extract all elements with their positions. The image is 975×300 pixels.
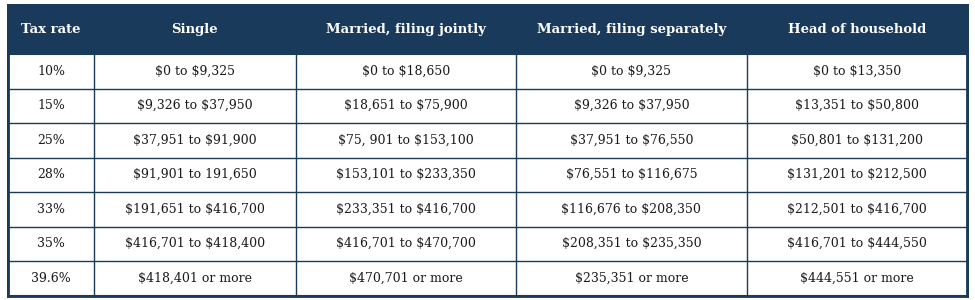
Text: \$0 to \$13,350: \$0 to \$13,350 <box>813 65 901 78</box>
Text: \$50,801 to \$131,200: \$50,801 to \$131,200 <box>791 134 923 147</box>
Text: \$76,551 to \$116,675: \$76,551 to \$116,675 <box>566 168 697 181</box>
Text: \$416,701 to \$470,700: \$416,701 to \$470,700 <box>336 237 476 250</box>
Text: 33%: 33% <box>37 203 65 216</box>
Text: \$91,901 to 191,650: \$91,901 to 191,650 <box>133 168 256 181</box>
Bar <box>8 261 967 296</box>
Text: \$470,701 or more: \$470,701 or more <box>349 272 463 285</box>
Text: Single: Single <box>172 23 218 36</box>
Text: \$416,701 to \$444,550: \$416,701 to \$444,550 <box>787 237 927 250</box>
Bar <box>8 54 967 88</box>
Text: \$191,651 to \$416,700: \$191,651 to \$416,700 <box>125 203 265 216</box>
Text: 25%: 25% <box>37 134 65 147</box>
Text: \$444,551 or more: \$444,551 or more <box>800 272 914 285</box>
Text: \$9,326 to \$37,950: \$9,326 to \$37,950 <box>137 99 253 112</box>
Text: \$13,351 to \$50,800: \$13,351 to \$50,800 <box>795 99 918 112</box>
Text: 28%: 28% <box>37 168 65 181</box>
Text: Married, filing separately: Married, filing separately <box>536 23 726 36</box>
Bar <box>8 4 967 54</box>
Text: \$418,401 or more: \$418,401 or more <box>137 272 252 285</box>
Text: \$153,101 to \$233,350: \$153,101 to \$233,350 <box>336 168 476 181</box>
Text: \$116,676 to \$208,350: \$116,676 to \$208,350 <box>562 203 701 216</box>
Text: \$208,351 to \$235,350: \$208,351 to \$235,350 <box>562 237 701 250</box>
Text: \$75, 901 to \$153,100: \$75, 901 to \$153,100 <box>338 134 474 147</box>
Text: Tax rate: Tax rate <box>21 23 81 36</box>
Text: 15%: 15% <box>37 99 65 112</box>
Bar <box>8 158 967 192</box>
Bar <box>8 88 967 123</box>
Text: 39.6%: 39.6% <box>31 272 71 285</box>
Text: \$0 to \$9,325: \$0 to \$9,325 <box>592 65 672 78</box>
Text: Head of household: Head of household <box>788 23 926 36</box>
Bar <box>8 192 967 226</box>
Text: 35%: 35% <box>37 237 65 250</box>
Text: \$0 to \$18,650: \$0 to \$18,650 <box>362 65 450 78</box>
Text: \$37,951 to \$91,900: \$37,951 to \$91,900 <box>133 134 256 147</box>
Text: \$131,201 to \$212,500: \$131,201 to \$212,500 <box>787 168 927 181</box>
Text: \$9,326 to \$37,950: \$9,326 to \$37,950 <box>573 99 689 112</box>
Text: 10%: 10% <box>37 65 65 78</box>
Text: \$235,351 or more: \$235,351 or more <box>574 272 688 285</box>
Text: \$37,951 to \$76,550: \$37,951 to \$76,550 <box>569 134 693 147</box>
Text: Married, filing jointly: Married, filing jointly <box>326 23 486 36</box>
Text: \$212,501 to \$416,700: \$212,501 to \$416,700 <box>787 203 927 216</box>
Bar <box>8 123 967 158</box>
Text: \$0 to \$9,325: \$0 to \$9,325 <box>155 65 235 78</box>
Text: \$18,651 to \$75,900: \$18,651 to \$75,900 <box>344 99 468 112</box>
Text: \$416,701 to \$418,400: \$416,701 to \$418,400 <box>125 237 265 250</box>
Bar <box>8 226 967 261</box>
Text: \$233,351 to \$416,700: \$233,351 to \$416,700 <box>336 203 476 216</box>
